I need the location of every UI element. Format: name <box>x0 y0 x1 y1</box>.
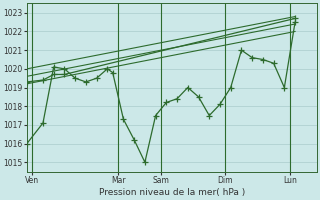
X-axis label: Pression niveau de la mer( hPa ): Pression niveau de la mer( hPa ) <box>99 188 245 197</box>
